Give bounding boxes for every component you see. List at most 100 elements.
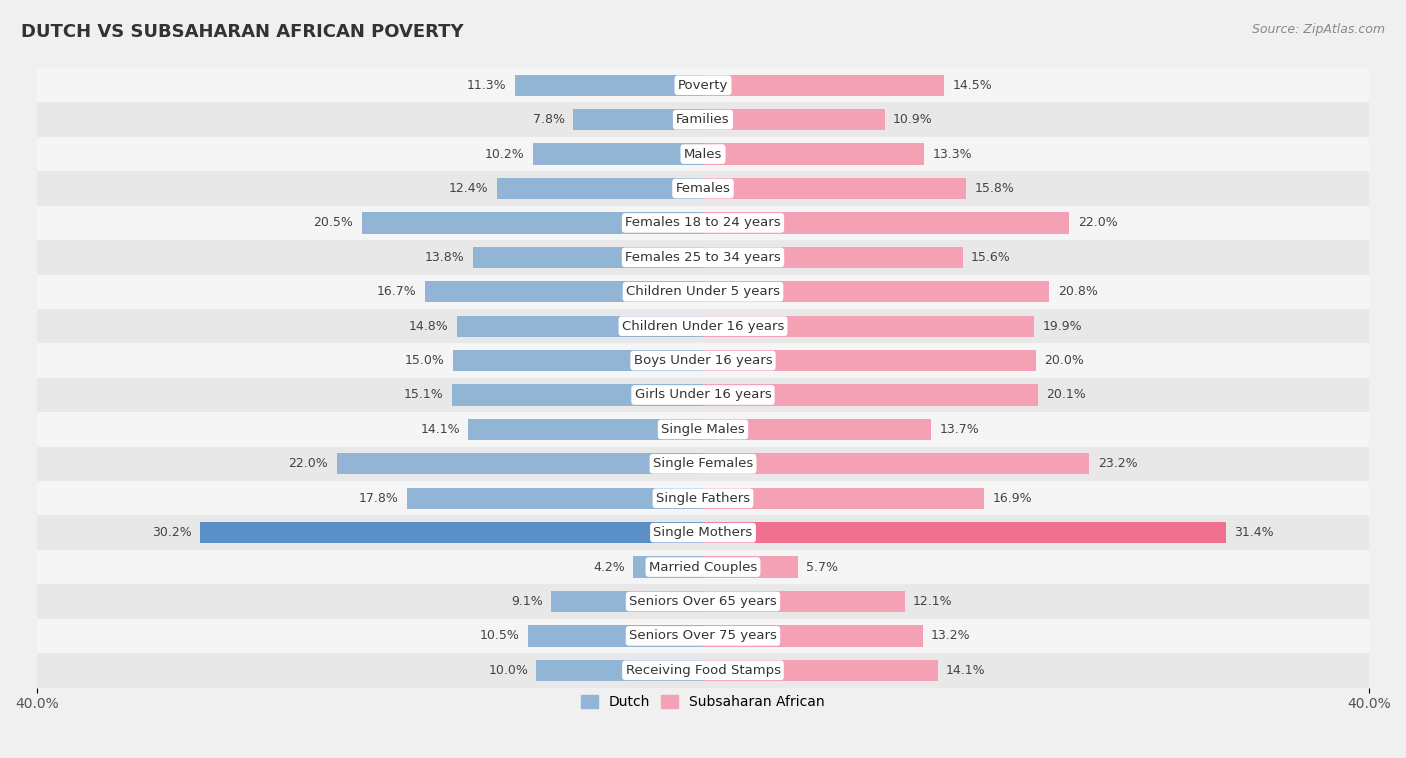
Text: Single Fathers: Single Fathers	[657, 492, 749, 505]
Bar	[703, 590, 904, 612]
Bar	[703, 384, 1038, 406]
Text: Families: Families	[676, 113, 730, 126]
Text: 12.1%: 12.1%	[912, 595, 952, 608]
Text: 5.7%: 5.7%	[806, 561, 838, 574]
Bar	[37, 515, 1369, 550]
Text: Seniors Over 65 years: Seniors Over 65 years	[628, 595, 778, 608]
Bar	[703, 74, 945, 96]
Text: Receiving Food Stamps: Receiving Food Stamps	[626, 664, 780, 677]
Text: Source: ZipAtlas.com: Source: ZipAtlas.com	[1251, 23, 1385, 36]
Bar	[37, 171, 1369, 205]
Bar	[703, 143, 925, 164]
Text: 20.0%: 20.0%	[1045, 354, 1084, 367]
Text: 15.8%: 15.8%	[974, 182, 1014, 195]
Text: 15.6%: 15.6%	[972, 251, 1011, 264]
Bar	[406, 487, 703, 509]
Bar	[703, 453, 1090, 475]
Text: Children Under 5 years: Children Under 5 years	[626, 285, 780, 298]
Bar	[703, 556, 799, 578]
Text: 15.0%: 15.0%	[405, 354, 444, 367]
Bar	[703, 659, 938, 681]
Bar	[457, 315, 703, 337]
Text: 19.9%: 19.9%	[1043, 320, 1083, 333]
Legend: Dutch, Subsaharan African: Dutch, Subsaharan African	[575, 690, 831, 715]
Bar	[37, 309, 1369, 343]
Bar	[37, 550, 1369, 584]
Text: 10.5%: 10.5%	[479, 629, 520, 642]
Text: 22.0%: 22.0%	[288, 457, 329, 470]
Bar	[533, 143, 703, 164]
Bar	[703, 246, 963, 268]
Text: Females: Females	[675, 182, 731, 195]
Bar	[37, 205, 1369, 240]
Text: 14.1%: 14.1%	[420, 423, 460, 436]
Bar	[37, 446, 1369, 481]
Bar	[703, 281, 1049, 302]
Bar	[425, 281, 703, 302]
Bar	[703, 487, 984, 509]
Bar	[474, 246, 703, 268]
Bar	[451, 384, 703, 406]
Text: 30.2%: 30.2%	[152, 526, 191, 539]
Bar	[468, 418, 703, 440]
Bar	[37, 137, 1369, 171]
Text: Single Males: Single Males	[661, 423, 745, 436]
Text: 20.1%: 20.1%	[1046, 389, 1085, 402]
Text: 13.3%: 13.3%	[932, 148, 973, 161]
Bar	[703, 522, 1226, 543]
Bar	[37, 619, 1369, 653]
Text: 14.1%: 14.1%	[946, 664, 986, 677]
Bar	[633, 556, 703, 578]
Text: 14.5%: 14.5%	[953, 79, 993, 92]
Text: 13.2%: 13.2%	[931, 629, 970, 642]
Bar	[703, 315, 1035, 337]
Text: 11.3%: 11.3%	[467, 79, 506, 92]
Bar	[37, 68, 1369, 102]
Text: Single Mothers: Single Mothers	[654, 526, 752, 539]
Text: Single Females: Single Females	[652, 457, 754, 470]
Text: 15.1%: 15.1%	[404, 389, 443, 402]
Text: Girls Under 16 years: Girls Under 16 years	[634, 389, 772, 402]
Text: Females 25 to 34 years: Females 25 to 34 years	[626, 251, 780, 264]
Text: 23.2%: 23.2%	[1098, 457, 1137, 470]
Text: DUTCH VS SUBSAHARAN AFRICAN POVERTY: DUTCH VS SUBSAHARAN AFRICAN POVERTY	[21, 23, 464, 41]
Text: 4.2%: 4.2%	[593, 561, 624, 574]
Bar	[537, 659, 703, 681]
Bar	[37, 653, 1369, 688]
Bar	[496, 178, 703, 199]
Bar	[453, 350, 703, 371]
Bar	[703, 178, 966, 199]
Text: 13.8%: 13.8%	[425, 251, 465, 264]
Text: 10.9%: 10.9%	[893, 113, 932, 126]
Text: 16.7%: 16.7%	[377, 285, 416, 298]
Bar	[551, 590, 703, 612]
Text: Seniors Over 75 years: Seniors Over 75 years	[628, 629, 778, 642]
Text: 10.2%: 10.2%	[485, 148, 524, 161]
Text: 20.8%: 20.8%	[1057, 285, 1098, 298]
Text: 13.7%: 13.7%	[939, 423, 979, 436]
Text: 10.0%: 10.0%	[488, 664, 529, 677]
Text: 9.1%: 9.1%	[512, 595, 543, 608]
Text: Females 18 to 24 years: Females 18 to 24 years	[626, 217, 780, 230]
Bar	[37, 481, 1369, 515]
Bar	[703, 625, 922, 647]
Text: 12.4%: 12.4%	[449, 182, 488, 195]
Text: Poverty: Poverty	[678, 79, 728, 92]
Bar	[37, 343, 1369, 377]
Text: 31.4%: 31.4%	[1234, 526, 1274, 539]
Text: 17.8%: 17.8%	[359, 492, 398, 505]
Bar	[37, 377, 1369, 412]
Text: 22.0%: 22.0%	[1077, 217, 1118, 230]
Bar	[200, 522, 703, 543]
Bar	[703, 418, 931, 440]
Text: Children Under 16 years: Children Under 16 years	[621, 320, 785, 333]
Bar	[515, 74, 703, 96]
Bar	[529, 625, 703, 647]
Bar	[336, 453, 703, 475]
Bar	[37, 102, 1369, 137]
Bar	[37, 240, 1369, 274]
Text: Males: Males	[683, 148, 723, 161]
Text: Married Couples: Married Couples	[650, 561, 756, 574]
Bar	[37, 584, 1369, 619]
Text: 16.9%: 16.9%	[993, 492, 1032, 505]
